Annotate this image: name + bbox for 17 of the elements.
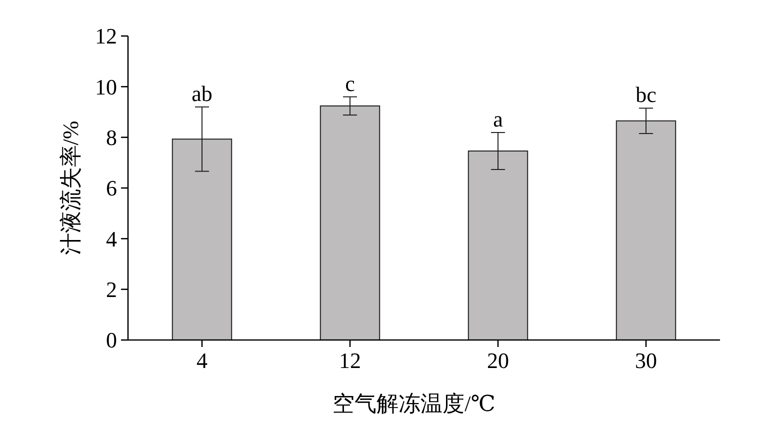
y-tick-label: 0 bbox=[106, 328, 117, 353]
y-tick-label: 4 bbox=[106, 226, 117, 252]
annotation: c bbox=[345, 70, 356, 96]
annotation: bc bbox=[636, 82, 657, 108]
y-tick-label: 2 bbox=[106, 277, 117, 302]
y-tick-label: 10 bbox=[95, 74, 117, 100]
x-tick-label: 30 bbox=[635, 348, 657, 373]
y-axis-title: 汁液流失率/% bbox=[58, 120, 83, 256]
y-tick-label: 6 bbox=[106, 176, 117, 201]
y-tick-label: 8 bbox=[106, 125, 117, 150]
x-tick-label: 12 bbox=[339, 348, 361, 373]
x-axis-title: 空气解冻温度/℃ bbox=[332, 391, 496, 416]
x-tick-label: 4 bbox=[196, 348, 208, 373]
annotation: ab bbox=[192, 80, 212, 106]
y-tick-label: 12 bbox=[95, 24, 117, 49]
annotation: a bbox=[493, 106, 504, 132]
x-tick-label: 20 bbox=[487, 348, 509, 373]
